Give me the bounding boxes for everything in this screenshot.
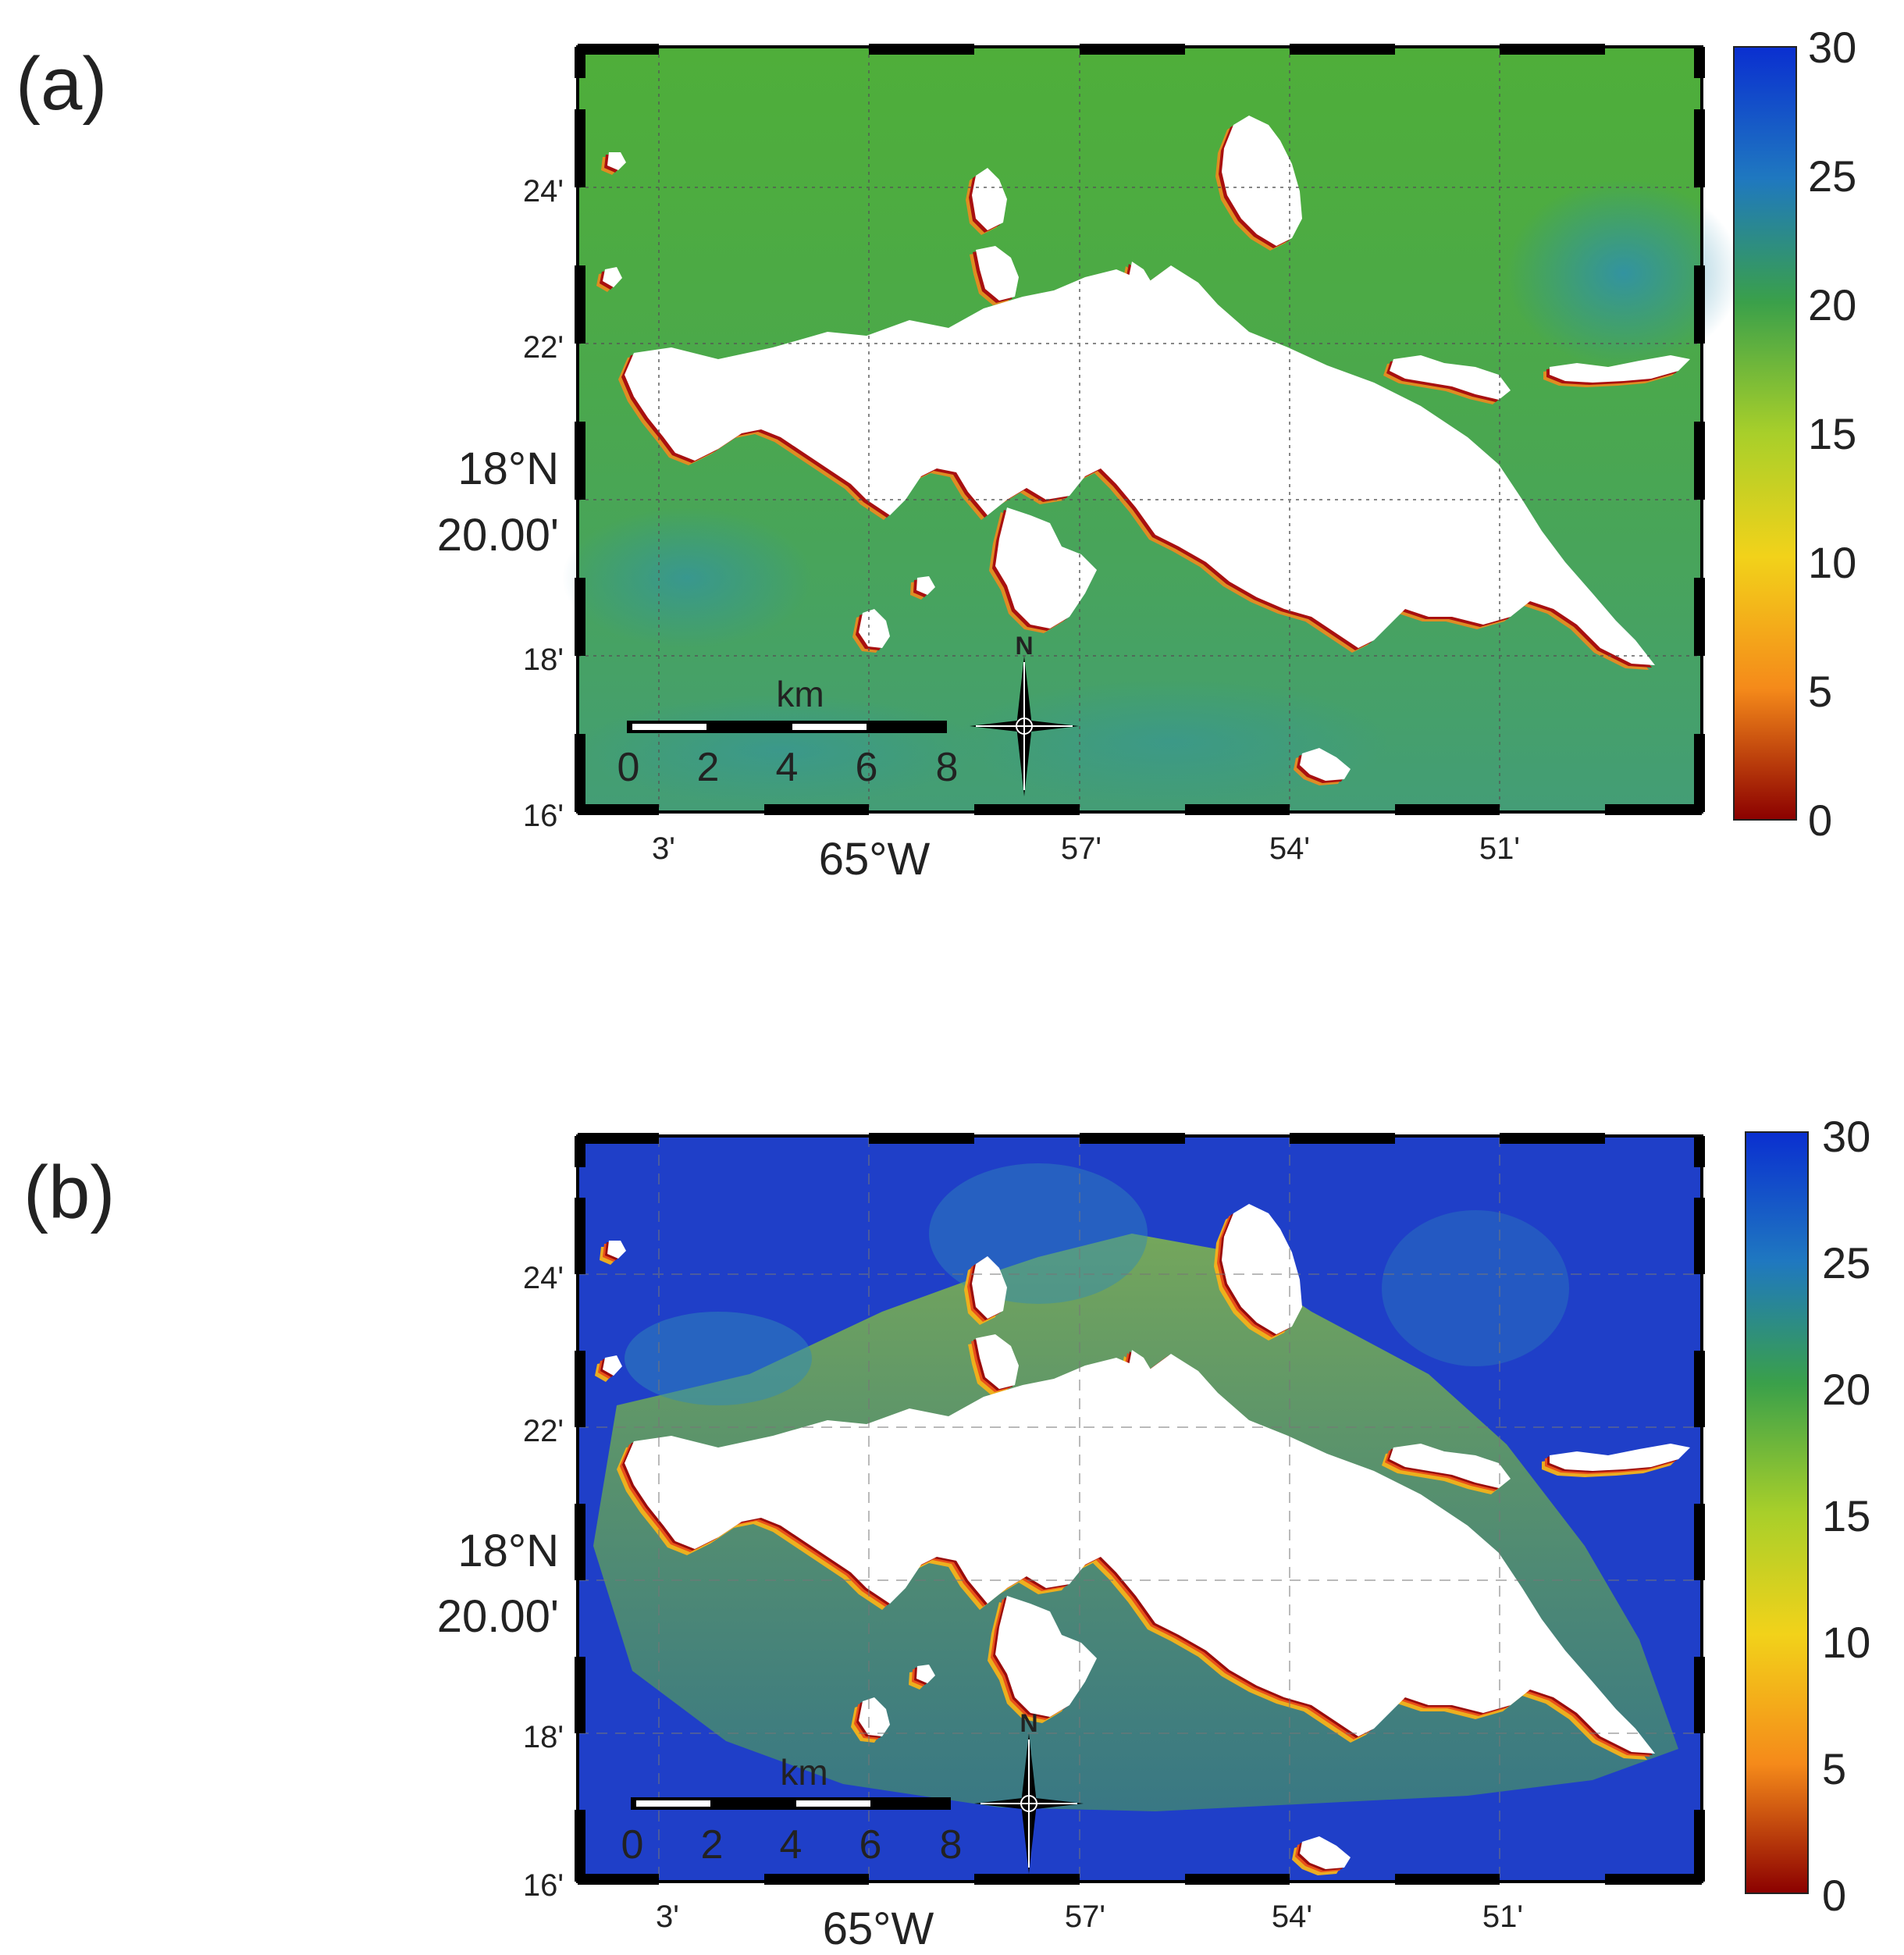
frame-top-a [578, 44, 1605, 55]
compass-rose-b: N [974, 1709, 1084, 1874]
panel-a: (a) [16, 23, 1856, 885]
scale-tick-2-b: 2 [701, 1822, 724, 1868]
graticule-a [578, 47, 1702, 812]
frame-left-b [575, 1136, 585, 1882]
panel-label-b: (b) [23, 1151, 115, 1234]
frame-right-a [1694, 47, 1705, 812]
scale-tick-4-a: 4 [776, 745, 799, 790]
cbar-tick-25-a: 25 [1808, 151, 1856, 201]
lon-tick-54-a: 54' [1269, 831, 1310, 866]
cbar-tick-0-a: 0 [1808, 796, 1832, 845]
lat-tick-22-a: 22' [523, 330, 564, 365]
lon-ticks-b: 3' 57' 54' 51' [656, 1900, 1523, 1934]
lon-tick-3-b: 3' [656, 1900, 679, 1934]
lon-ticks-a: 3' 57' 54' 51' [652, 831, 1520, 866]
cbar-tick-30-b: 30 [1822, 1112, 1870, 1161]
lat-tick-18-b: 18' [523, 1720, 564, 1754]
lat-center-min-a: 20.00' [437, 510, 559, 561]
lat-tick-24-a: 24' [523, 174, 564, 208]
cbar-tick-5-b: 5 [1822, 1744, 1846, 1793]
lat-tick-16-a: 16' [523, 799, 564, 833]
frame-top-b [578, 1133, 1605, 1144]
scale-tick-8-b: 8 [940, 1822, 963, 1868]
scale-bar-a: km 0 2 4 6 8 [617, 674, 959, 790]
map-area-a: km 0 2 4 6 8 N [562, 44, 1741, 815]
frame-right-b [1694, 1136, 1705, 1882]
lat-tick-16-b: 16' [523, 1868, 564, 1903]
cbar-tick-20-b: 20 [1822, 1365, 1870, 1414]
lat-center-deg-a: 18°N [457, 443, 559, 494]
scale-tick-2-a: 2 [697, 745, 720, 790]
cbar-tick-10-b: 10 [1822, 1618, 1870, 1667]
cbar-tick-15-a: 15 [1808, 409, 1856, 458]
cbar-tick-30-a: 30 [1808, 23, 1856, 72]
frame-bottom-b [578, 1874, 1702, 1885]
cbar-tick-20-a: 20 [1808, 280, 1856, 329]
scale-bar-b: km 0 2 4 6 8 [621, 1752, 963, 1868]
scale-tick-6-b: 6 [859, 1822, 882, 1868]
scale-tick-4-b: 4 [780, 1822, 803, 1868]
frame-bottom-a [578, 804, 1702, 815]
frame-left-a [575, 47, 585, 812]
lat-ticks-a: 24' 22' 18' 16' [523, 174, 564, 833]
cbar-tick-25-b: 25 [1822, 1238, 1870, 1287]
lat-tick-18-a: 18' [523, 643, 564, 677]
lat-ticks-b: 24' 22' 18' 16' [523, 1261, 564, 1903]
lon-center-b: 65°W [823, 1903, 934, 1954]
lon-tick-3-a: 3' [652, 831, 675, 866]
graticule-b [578, 1136, 1702, 1882]
lat-tick-22-b: 22' [523, 1414, 564, 1448]
lon-tick-51-b: 51' [1482, 1900, 1523, 1934]
compass-north-b: N [1020, 1709, 1037, 1737]
lon-center-a: 65°W [819, 834, 931, 885]
scale-tick-0-a: 0 [617, 745, 640, 790]
lon-tick-57-a: 57' [1061, 831, 1101, 866]
colorbar-a: 30 25 20 15 10 5 0 [1733, 23, 1856, 845]
map-area-b: km 0 2 4 6 8 N [575, 1133, 1705, 1885]
compass-north-a: N [1015, 632, 1033, 660]
scale-tick-0-b: 0 [621, 1822, 644, 1868]
scale-tick-6-a: 6 [856, 745, 878, 790]
lon-tick-57-b: 57' [1065, 1900, 1105, 1934]
lat-center-min-b: 20.00' [437, 1591, 559, 1642]
colorbar-b: 30 25 20 15 10 5 0 [1745, 1112, 1870, 1920]
cbar-tick-0-b: 0 [1822, 1871, 1846, 1920]
lat-tick-24-b: 24' [523, 1261, 564, 1295]
cbar-tick-15-b: 15 [1822, 1491, 1870, 1540]
cbar-tick-5-a: 5 [1808, 667, 1832, 716]
panel-b: (b) [23, 1112, 1870, 1954]
lon-tick-54-b: 54' [1272, 1900, 1312, 1934]
cbar-tick-10-a: 10 [1808, 538, 1856, 587]
lon-tick-51-a: 51' [1479, 831, 1520, 866]
lat-center-deg-b: 18°N [457, 1526, 559, 1576]
compass-rose-a: N [970, 632, 1079, 796]
scale-tick-8-a: 8 [936, 745, 959, 790]
scale-unit-b: km [780, 1752, 827, 1793]
panel-label-a: (a) [16, 42, 107, 126]
scale-unit-a: km [776, 674, 824, 714]
